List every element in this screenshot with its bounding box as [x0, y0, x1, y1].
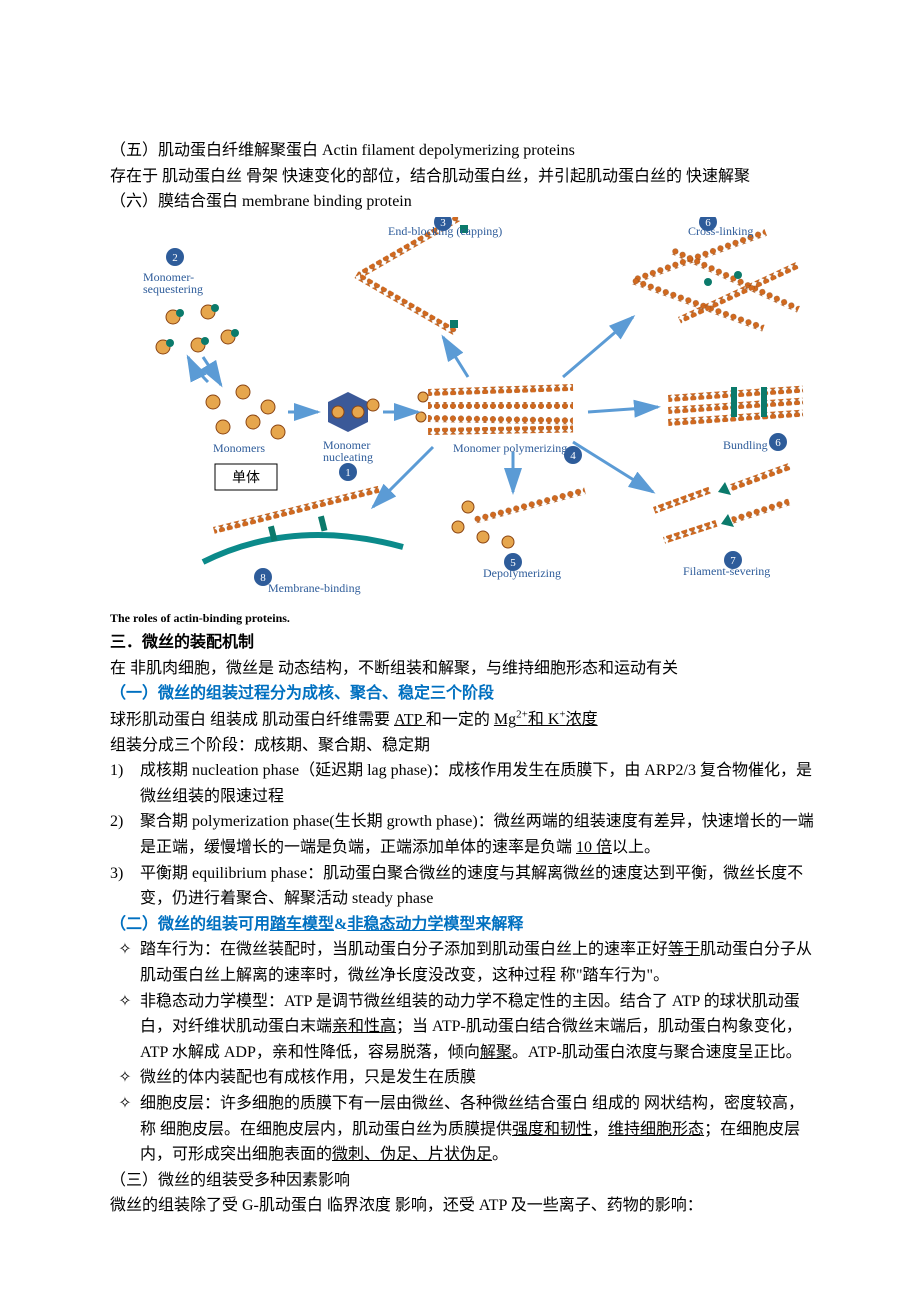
- num-1: 1: [345, 467, 351, 479]
- list-item-1: 1) 成核期 nucleation phase（延迟期 lag phase)：成…: [110, 758, 816, 809]
- heading-sub2: （二）微丝的组装可用踏车模型&非稳态动力学模型来解释: [110, 912, 816, 938]
- label-membind: Membrane-binding: [268, 581, 361, 595]
- cross-group: [631, 229, 800, 331]
- label-bund: Bundling: [723, 438, 768, 452]
- text-factors: 微丝的组装除了受 G-肌动蛋白 临界浓度 影响，还受 ATP 及一些离子、药物的…: [110, 1193, 816, 1219]
- text-assembly-req: 球形肌动蛋白 组装成 肌动蛋白纤维需要 ATP 和一定的 Mg2+和 K+浓度: [110, 707, 816, 733]
- label-cross: Cross-linking: [688, 224, 753, 238]
- num-2: 2: [172, 252, 178, 264]
- diamond-item-2: ✧ 非稳态动力学模型：ATP 是调节微丝组装的动力学不稳定性的主因。结合了 AT…: [110, 989, 816, 1066]
- num-4: 4: [570, 450, 576, 462]
- monomers-group: [206, 385, 285, 439]
- arrow-to-cross: [563, 317, 633, 377]
- list-item-2: 2) 聚合期 polymerization phase(生长期 growth p…: [110, 809, 816, 860]
- heading-3: 三．微丝的装配机制: [110, 630, 816, 656]
- diagram-container: Monomer-sequestering 2: [110, 217, 816, 628]
- actin-diagram: Monomer-sequestering 2: [110, 217, 816, 607]
- label-monpoly: Monomer polymerizing: [453, 441, 567, 455]
- depol-group: [452, 487, 586, 548]
- heading-sub3: （三）微丝的组装受多种因素影响: [110, 1168, 816, 1194]
- arrow-to-memb: [373, 447, 433, 507]
- polymerizing-group: [416, 384, 573, 435]
- bundling-group: [668, 385, 803, 425]
- num-5: 5: [510, 557, 516, 569]
- heading-6: （六）膜结合蛋白 membrane binding protein: [110, 189, 816, 215]
- text-nonmuscle: 在 非肌肉细胞，微丝是 动态结构，不断组装和解聚，与维持细胞形态和运动有关: [110, 656, 816, 682]
- label-danti: 单体: [232, 470, 260, 486]
- num-b: 6: [775, 437, 781, 449]
- monoseq-group: [156, 304, 239, 354]
- nucleating-group: [328, 392, 379, 432]
- diamond-item-1: ✧ 踏车行为：在微丝装配时，当肌动蛋白分子添加到肌动蛋白丝上的速率正好等于肌动蛋…: [110, 937, 816, 988]
- arrow-to-sev: [573, 442, 653, 492]
- label-monoseq: Monomer-sequestering: [143, 270, 203, 296]
- heading-5: （五）肌动蛋白纤维解聚蛋白 Actin filament depolymeriz…: [110, 138, 816, 164]
- text-3phases: 组装分成三个阶段：成核期、聚合期、稳定期: [110, 733, 816, 759]
- sever-group: [653, 463, 791, 544]
- diamond-item-3: ✧ 微丝的体内装配也有成核作用，只是发生在质膜: [110, 1065, 816, 1091]
- num-8: 8: [260, 572, 266, 584]
- arrow-to-bund: [588, 407, 658, 412]
- diamond-item-4: ✧ 细胞皮层：许多细胞的质膜下有一层由微丝、各种微丝结合蛋白 组成的 网状结构，…: [110, 1091, 816, 1168]
- label-monnuc: Monomernucleating: [323, 438, 373, 464]
- label-monomers: Monomers: [213, 441, 265, 455]
- arrow-to-endblock: [443, 337, 468, 377]
- diagram-caption: The roles of actin-binding proteins.: [110, 609, 816, 628]
- heading-sub1: （一）微丝的组装过程分为成核、聚合、稳定三个阶段: [110, 681, 816, 707]
- num-3: 3: [440, 217, 446, 229]
- num-7: 7: [730, 555, 736, 567]
- text-depoly: 存在于 肌动蛋白丝 骨架 快速变化的部位，结合肌动蛋白丝，并引起肌动蛋白丝的 快…: [110, 164, 816, 190]
- num-6: 6: [705, 217, 711, 229]
- list-item-3: 3) 平衡期 equilibrium phase：肌动蛋白聚合微丝的速度与其解离…: [110, 861, 816, 912]
- label-depol: Depolymerizing: [483, 566, 561, 580]
- membind-group: [203, 486, 403, 562]
